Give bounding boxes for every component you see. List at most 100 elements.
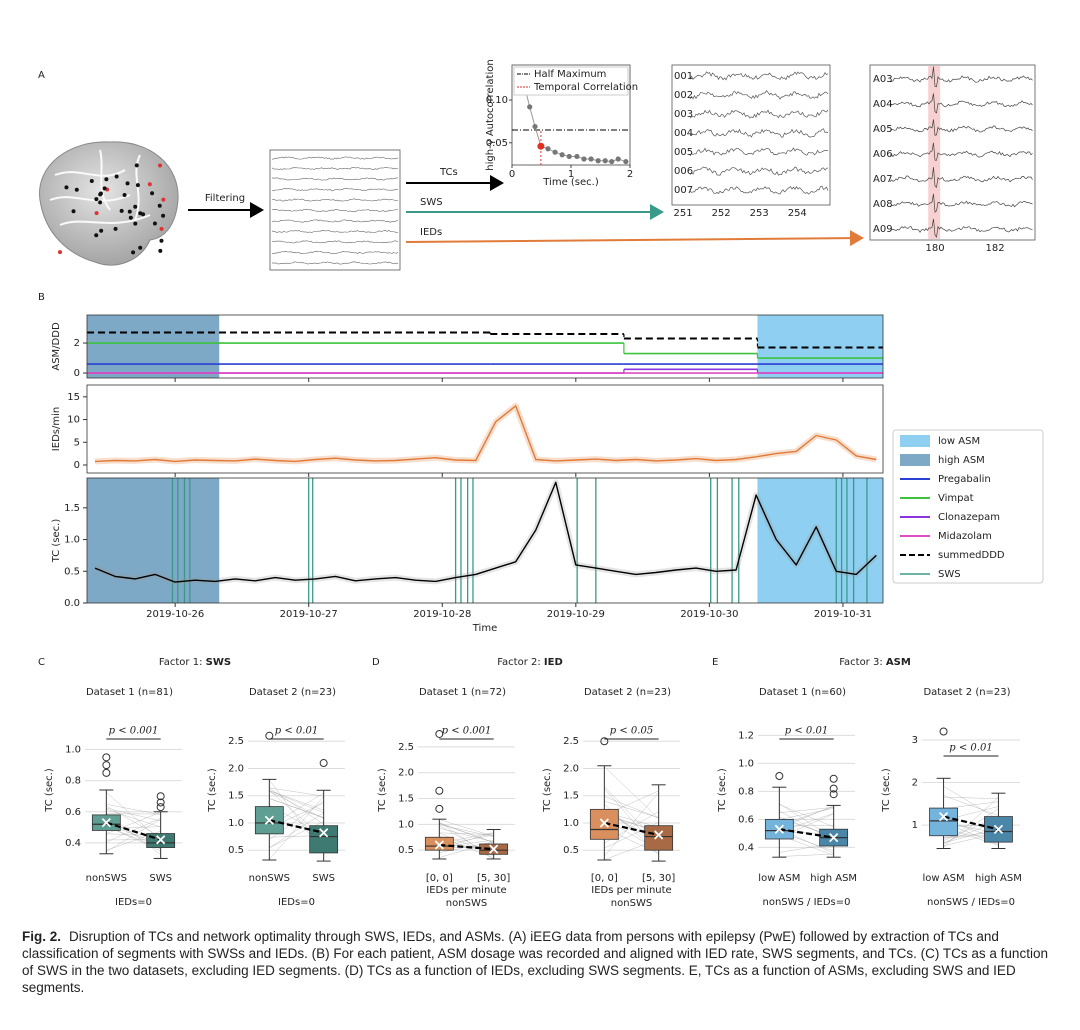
- flier: [156, 792, 165, 801]
- subject-line: [943, 785, 999, 820]
- flier: [265, 731, 274, 740]
- electrode: [159, 238, 164, 243]
- arrow-label: SWS: [420, 197, 443, 208]
- electrode: [99, 228, 104, 233]
- y-axis-label: IEDs/min: [51, 407, 62, 451]
- x-tick-label: 1: [568, 169, 574, 180]
- category-label: SWS: [312, 873, 335, 884]
- eeg-trace: [271, 219, 399, 223]
- x-tick-label: 2019-10-28: [413, 609, 471, 620]
- electrode: [113, 226, 118, 231]
- y-axis-label: TC (sec.): [717, 768, 728, 813]
- subject-line: [106, 804, 161, 815]
- legend-label: SWS: [938, 569, 961, 580]
- category-label: nonSWS: [249, 873, 290, 884]
- y-tick-label: 1.5: [64, 503, 80, 514]
- subject-line: [439, 832, 494, 835]
- x-tick-label: 253: [750, 208, 769, 219]
- x-axis-label: nonSWS / IEDs=0: [762, 897, 850, 908]
- autocorr-point: [581, 156, 587, 162]
- y-tick-label: 0.10: [486, 95, 508, 106]
- category-label: [0, 0]: [591, 873, 618, 884]
- subject-line: [269, 790, 324, 813]
- panel-label: D: [372, 657, 380, 668]
- y-tick-label: 2.0: [398, 768, 414, 779]
- y-tick-label: 0.6: [65, 807, 81, 818]
- arrow-label: IEDs: [420, 227, 442, 238]
- x-tick-label: 2019-10-27: [280, 609, 338, 620]
- autocorr-point: [527, 104, 533, 110]
- electrode: [161, 213, 166, 218]
- channel-label: A07: [873, 174, 893, 185]
- legend-label: summedDDD: [938, 550, 1005, 561]
- eeg-trace: [689, 71, 829, 81]
- factor-title: Factor 2: IED: [497, 657, 563, 668]
- y-tick-label: 0.8: [738, 786, 754, 797]
- flier: [102, 768, 111, 777]
- flier: [319, 759, 328, 768]
- x-axis-label-2: nonSWS: [611, 898, 652, 909]
- x-axis-label: IEDs per minute: [426, 885, 506, 896]
- brain: [39, 141, 179, 266]
- autocorr-point: [537, 142, 545, 150]
- y-tick-label: 0: [74, 368, 80, 379]
- electrode: [157, 203, 162, 208]
- electrode: [74, 187, 79, 192]
- series-line: [94, 481, 877, 583]
- subject-line: [943, 796, 999, 800]
- eeg-trace: [889, 119, 1033, 136]
- x-tick-label: 252: [712, 208, 731, 219]
- x-tick-label: 2: [627, 169, 633, 180]
- subject-line: [604, 792, 659, 857]
- subject-line: [106, 807, 161, 822]
- mean-marker: [599, 818, 609, 828]
- subject-line: [779, 804, 834, 828]
- autocorr-point: [595, 158, 601, 164]
- category-label: [0, 0]: [426, 873, 453, 884]
- axes-frame: [86, 384, 884, 474]
- category-label: low ASM: [923, 873, 965, 884]
- y-axis-label: TC (sec.): [377, 768, 388, 813]
- electrode: [141, 212, 146, 217]
- y-tick-label: 1.0: [228, 818, 244, 829]
- eeg-trace: [271, 187, 399, 192]
- electrode: [98, 192, 103, 197]
- x-tick-label: 0: [509, 169, 515, 180]
- y-tick-label: 10: [67, 415, 80, 426]
- autocorr-point: [615, 156, 621, 162]
- channel-label: 003: [674, 109, 693, 120]
- legend-label: low ASM: [938, 436, 980, 447]
- asm-period: [757, 478, 883, 603]
- mean-marker: [829, 832, 839, 843]
- mean-line: [779, 828, 834, 839]
- y-tick-label: 0.5: [64, 566, 80, 577]
- autocorr-point: [588, 156, 594, 162]
- y-tick-label: 1: [912, 820, 918, 831]
- category-label: low ASM: [758, 873, 800, 884]
- flier: [435, 804, 444, 813]
- mean-line: [604, 821, 659, 837]
- mean-marker: [489, 844, 499, 854]
- mean-marker: [938, 811, 949, 822]
- y-tick-label: 1.0: [738, 758, 754, 769]
- subject-line: [779, 808, 834, 820]
- y-axis-label: TC (sec.): [207, 768, 218, 813]
- factor-bold: SWS: [206, 657, 231, 668]
- eeg-trace: [271, 166, 399, 171]
- electrode: [134, 163, 139, 168]
- y-tick-label: 1.0: [64, 535, 80, 546]
- mean-line: [269, 819, 324, 834]
- eeg-trace: [271, 208, 399, 212]
- subject-line: [439, 819, 494, 837]
- electrode: [94, 211, 99, 216]
- subject-line: [779, 853, 834, 857]
- flier: [435, 729, 444, 738]
- y-tick-label: 0.5: [228, 845, 244, 856]
- mean-line: [106, 821, 161, 841]
- electrode: [159, 226, 164, 231]
- box: [644, 825, 674, 851]
- eeg-trace: [889, 93, 1033, 114]
- x-tick-label: 2019-10-31: [814, 609, 872, 620]
- y-tick-label: 5: [74, 437, 80, 448]
